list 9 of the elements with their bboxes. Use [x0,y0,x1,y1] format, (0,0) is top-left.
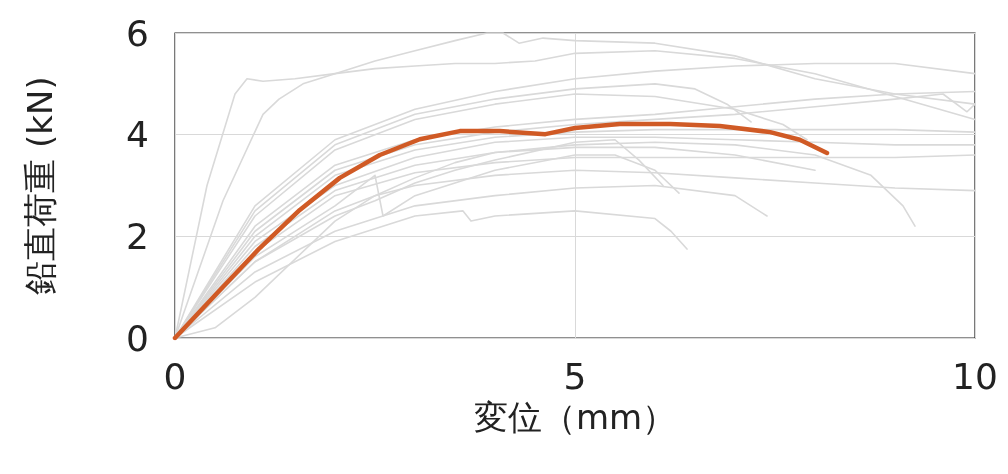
x-axis-title: 変位（mm） [473,397,677,437]
y-tick-label: 6 [126,12,149,54]
y-axis-title: 鉛直荷重 (kN) [20,76,60,295]
y-tick-label: 0 [126,317,149,359]
y-tick-label: 2 [126,215,149,257]
y-tick-label: 4 [126,114,149,156]
x-tick-label: 10 [952,355,998,397]
x-tick-label: 0 [163,355,187,397]
x-tick-label: 5 [563,355,587,397]
